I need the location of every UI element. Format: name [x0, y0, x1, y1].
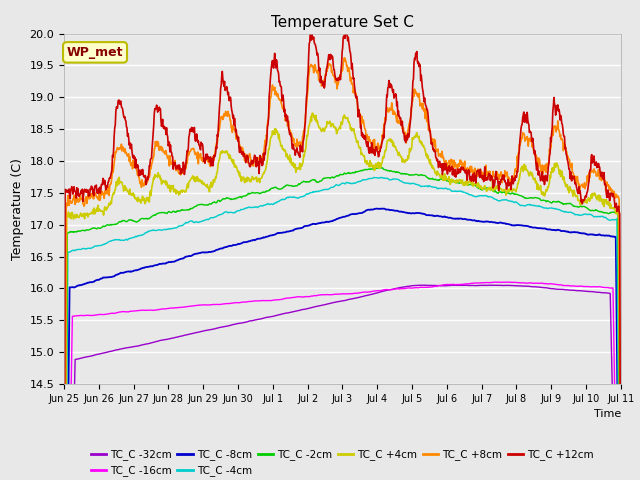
TC_C -32cm — [305, 305, 313, 311]
TC_C -8cm — [495, 220, 502, 226]
Text: WP_met: WP_met — [67, 46, 124, 59]
TC_C -16cm — [285, 295, 293, 301]
TC_C -8cm — [378, 206, 385, 212]
TC_C -2cm — [495, 189, 502, 195]
TC_C -16cm — [504, 279, 512, 285]
TC_C +12cm — [305, 40, 313, 46]
TC_C +4cm — [117, 179, 125, 185]
TC_C -4cm — [371, 174, 378, 180]
TC_C +12cm — [495, 188, 502, 193]
TC_C -2cm — [117, 219, 125, 225]
TC_C -8cm — [443, 215, 451, 220]
X-axis label: Time: Time — [593, 409, 621, 419]
TC_C +4cm — [285, 154, 293, 160]
TC_C -16cm — [305, 294, 313, 300]
TC_C -4cm — [285, 194, 293, 200]
TC_C -8cm — [505, 221, 513, 227]
TC_C +8cm — [117, 146, 125, 152]
TC_C +8cm — [495, 171, 502, 177]
TC_C +12cm — [117, 98, 125, 104]
TC_C +12cm — [505, 183, 513, 189]
TC_C -4cm — [495, 198, 502, 204]
TC_C +4cm — [443, 176, 451, 182]
TC_C -32cm — [285, 310, 293, 315]
TC_C +12cm — [443, 165, 451, 171]
TC_C +8cm — [505, 174, 513, 180]
TC_C +12cm — [285, 128, 293, 134]
Line: TC_C -16cm: TC_C -16cm — [64, 282, 621, 480]
TC_C +4cm — [305, 123, 313, 129]
TC_C +8cm — [443, 162, 451, 168]
Y-axis label: Temperature (C): Temperature (C) — [11, 158, 24, 260]
TC_C -16cm — [505, 279, 513, 285]
TC_C -8cm — [305, 223, 313, 228]
TC_C -2cm — [443, 178, 451, 183]
TC_C -8cm — [117, 270, 125, 276]
TC_C -32cm — [443, 283, 451, 288]
TC_C +12cm — [307, 24, 315, 30]
TC_C -32cm — [117, 346, 125, 352]
TC_C -4cm — [443, 186, 451, 192]
TC_C -32cm — [505, 283, 513, 288]
TC_C -4cm — [505, 198, 513, 204]
Line: TC_C -2cm: TC_C -2cm — [64, 168, 621, 480]
Legend: TC_C -32cm, TC_C -16cm, TC_C -8cm, TC_C -4cm, TC_C -2cm, TC_C +4cm, TC_C +8cm, T: TC_C -32cm, TC_C -16cm, TC_C -8cm, TC_C … — [86, 445, 598, 480]
TC_C -16cm — [442, 282, 450, 288]
Line: TC_C +8cm: TC_C +8cm — [64, 58, 621, 480]
TC_C -4cm — [305, 191, 313, 196]
Line: TC_C +4cm: TC_C +4cm — [64, 113, 621, 480]
TC_C -2cm — [285, 183, 293, 189]
TC_C -16cm — [494, 279, 502, 285]
TC_C +4cm — [505, 189, 513, 194]
TC_C -32cm — [416, 282, 424, 288]
TC_C +8cm — [341, 55, 349, 61]
Line: TC_C -8cm: TC_C -8cm — [64, 209, 621, 480]
TC_C +4cm — [308, 110, 316, 116]
TC_C +4cm — [495, 188, 502, 194]
TC_C -2cm — [305, 179, 313, 184]
TC_C -32cm — [495, 282, 502, 288]
Line: TC_C -32cm: TC_C -32cm — [64, 285, 621, 480]
Line: TC_C +12cm: TC_C +12cm — [64, 27, 621, 480]
TC_C -2cm — [376, 165, 384, 170]
Line: TC_C -4cm: TC_C -4cm — [64, 177, 621, 480]
TC_C -8cm — [285, 228, 293, 234]
TC_C -2cm — [505, 190, 513, 196]
TC_C -4cm — [117, 238, 125, 243]
Title: Temperature Set C: Temperature Set C — [271, 15, 414, 30]
TC_C +8cm — [285, 126, 293, 132]
TC_C +8cm — [305, 69, 313, 75]
TC_C -16cm — [117, 309, 125, 315]
